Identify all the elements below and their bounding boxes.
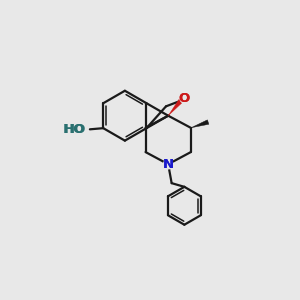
Polygon shape (168, 99, 183, 116)
Polygon shape (191, 120, 209, 128)
Text: O: O (179, 92, 190, 105)
Circle shape (180, 95, 188, 103)
Text: N: N (163, 158, 174, 171)
Circle shape (70, 122, 85, 137)
Circle shape (164, 160, 173, 169)
Text: HO: HO (63, 123, 86, 136)
Text: O: O (179, 92, 190, 105)
Text: HO: HO (62, 123, 85, 136)
Text: N: N (163, 158, 174, 171)
